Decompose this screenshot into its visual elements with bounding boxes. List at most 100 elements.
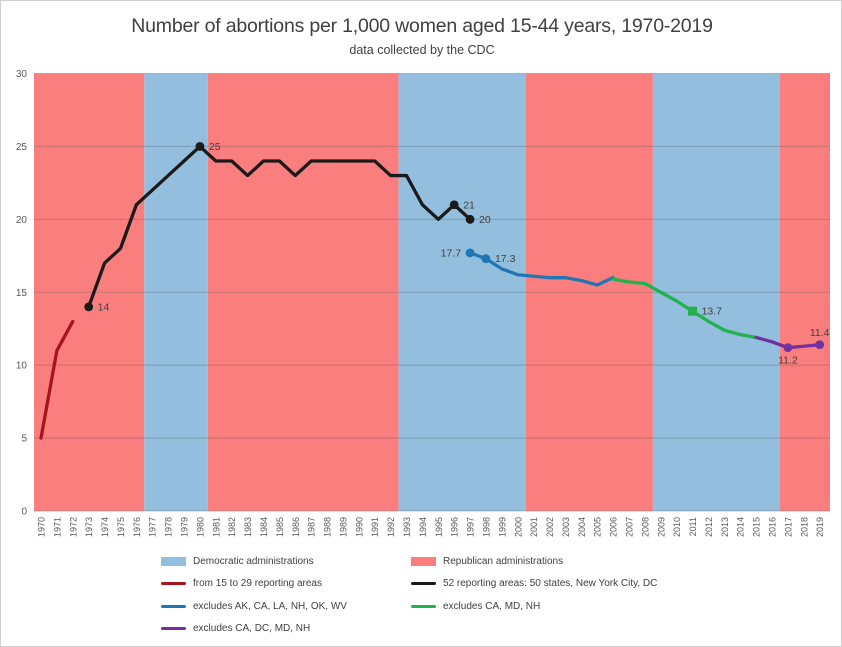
data-label-green-2011: 13.7 <box>702 306 723 318</box>
y-tick-label-5: 5 <box>21 434 27 445</box>
x-tick-label-2007: 2007 <box>624 517 634 537</box>
y-tick-label-25: 25 <box>16 142 28 153</box>
purple-line-swatch <box>161 627 186 630</box>
x-tick-label-1986: 1986 <box>291 517 301 537</box>
y-tick-label-20: 20 <box>16 215 28 226</box>
x-tick-label-1983: 1983 <box>243 517 253 537</box>
x-tick-label-2011: 2011 <box>688 517 698 536</box>
legend-label: excludes CA, DC, MD, NH <box>193 623 311 634</box>
x-tick-label-2016: 2016 <box>768 517 778 537</box>
legend-item-red-series: from 15 to 29 reporting areas <box>161 577 322 590</box>
x-tick-label-2002: 2002 <box>545 517 555 537</box>
x-tick-label-2008: 2008 <box>640 517 650 537</box>
x-tick-label-2005: 2005 <box>593 517 603 537</box>
band-republican <box>34 73 145 511</box>
legend-label: 52 reporting areas: 50 states, New York … <box>443 578 658 589</box>
x-tick-label-2015: 2015 <box>752 517 762 537</box>
x-tick-label-2018: 2018 <box>799 517 809 537</box>
chart-subtitle: data collected by the CDC <box>349 43 495 57</box>
marker-black-1997 <box>465 214 475 224</box>
data-label-blue-1997: 17.7 <box>441 247 462 259</box>
x-tick-label-2003: 2003 <box>561 517 571 537</box>
chart-title: Number of abortions per 1,000 women aged… <box>131 15 713 37</box>
x-tick-label-2001: 2001 <box>529 517 539 537</box>
x-tick-label-1975: 1975 <box>116 517 126 537</box>
data-label-black-1973: 14 <box>98 301 110 313</box>
x-tick-label-2006: 2006 <box>609 517 619 537</box>
marker-purple-2019 <box>815 340 825 350</box>
republican-band-swatch <box>411 557 436 566</box>
x-tick-label-1997: 1997 <box>466 517 476 537</box>
data-label-black-1996: 21 <box>463 199 475 211</box>
legend-item-democratic-administrations: Democratic administrations <box>161 555 314 568</box>
x-tick-label-2004: 2004 <box>577 517 587 537</box>
legend-label: excludes CA, MD, NH <box>443 601 541 612</box>
x-tick-label-1990: 1990 <box>354 517 364 537</box>
data-label-purple-2019: 11.4 <box>810 327 830 339</box>
band-democratic <box>398 73 526 511</box>
red-line-swatch <box>161 582 186 585</box>
marker-purple-2017 <box>783 343 793 353</box>
x-tick-label-2010: 2010 <box>672 517 682 537</box>
x-tick-label-1999: 1999 <box>497 517 507 537</box>
data-label-black-1980: 25 <box>209 141 221 153</box>
blue-line-swatch <box>161 605 186 608</box>
x-tick-label-1993: 1993 <box>402 517 412 537</box>
x-tick-label-2014: 2014 <box>736 517 746 537</box>
x-tick-label-1992: 1992 <box>386 517 396 537</box>
x-tick-label-1998: 1998 <box>481 517 491 537</box>
band-republican <box>207 73 399 511</box>
y-tick-label-30: 30 <box>16 69 28 80</box>
x-tick-label-1976: 1976 <box>132 517 142 537</box>
x-tick-label-1988: 1988 <box>323 517 333 537</box>
x-tick-label-1984: 1984 <box>259 517 269 537</box>
band-republican <box>525 73 653 511</box>
x-tick-label-1974: 1974 <box>100 517 110 537</box>
marker-black-1996 <box>449 200 459 210</box>
data-label-black-1997: 20 <box>479 214 491 226</box>
legend-item-blue-series: excludes AK, CA, LA, NH, OK, WV <box>161 600 347 613</box>
legend-item-purple-series: excludes CA, DC, MD, NH <box>161 622 310 635</box>
x-tick-label-1996: 1996 <box>450 517 460 537</box>
data-label-blue-1998: 17.3 <box>495 253 516 265</box>
x-tick-label-1972: 1972 <box>68 517 78 537</box>
marker-blue-1997 <box>465 248 475 258</box>
legend-item-green-series: excludes CA, MD, NH <box>411 600 540 613</box>
series-line-black <box>87 144 472 309</box>
black-line-swatch <box>411 582 436 585</box>
x-tick-label-2000: 2000 <box>513 517 523 537</box>
marker-black-1973 <box>84 302 94 312</box>
x-tick-label-1989: 1989 <box>338 517 348 537</box>
data-label-purple-2017: 11.2 <box>778 355 798 367</box>
x-tick-label-1987: 1987 <box>307 517 317 537</box>
legend-label: Democratic administrations <box>193 556 314 567</box>
x-tick-label-1980: 1980 <box>195 517 205 537</box>
x-tick-label-2017: 2017 <box>783 517 793 537</box>
series-line-blue <box>468 251 615 287</box>
x-tick-label-1970: 1970 <box>37 517 47 537</box>
series-line-red <box>39 319 75 440</box>
chart-plot-svg: 0 5 10 15 20 25 30 1970 1971 1972 1973 1974 1975 1976… <box>16 69 830 537</box>
x-tick-label-1995: 1995 <box>434 517 444 537</box>
y-tick-label-15: 15 <box>16 288 28 299</box>
legend-item-republican-administrations: Republican administrations <box>411 555 563 568</box>
series-line-green <box>611 277 758 340</box>
x-tick-label-1973: 1973 <box>84 517 94 537</box>
x-tick-label-1971: 1971 <box>52 517 62 537</box>
marker-blue-1998 <box>481 254 491 264</box>
x-tick-label-1977: 1977 <box>148 517 158 537</box>
x-tick-label-1991: 1991 <box>370 517 380 537</box>
x-tick-label-1994: 1994 <box>418 517 428 537</box>
x-tick-label-1982: 1982 <box>227 517 237 537</box>
legend-label: excludes AK, CA, LA, NH, OK, WV <box>193 601 347 612</box>
y-tick-label-0: 0 <box>21 507 27 518</box>
band-republican <box>779 73 830 511</box>
x-tick-label-2013: 2013 <box>720 517 730 537</box>
x-tick-label-1981: 1981 <box>211 517 221 537</box>
x-tick-label-1978: 1978 <box>164 517 174 537</box>
x-tick-label-2019: 2019 <box>815 517 825 537</box>
x-tick-label-2009: 2009 <box>656 517 666 537</box>
x-tick-label-2012: 2012 <box>704 517 714 537</box>
x-tick-label-1979: 1979 <box>180 517 190 537</box>
